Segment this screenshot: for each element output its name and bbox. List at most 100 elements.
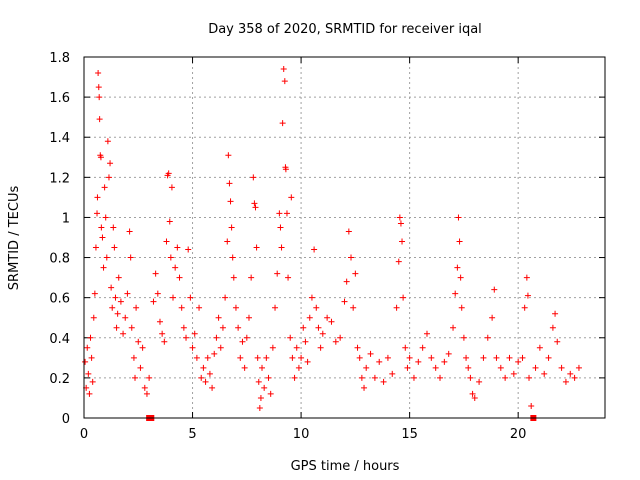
data-point — [358, 374, 365, 381]
data-point — [324, 314, 331, 321]
data-point — [252, 204, 259, 211]
data-point — [257, 394, 264, 401]
y-tick-label: 0.6 — [49, 292, 70, 307]
data-point — [141, 384, 148, 391]
data-point — [315, 324, 322, 331]
data-point — [526, 374, 533, 381]
data-point — [253, 244, 260, 251]
data-point — [298, 354, 305, 361]
data-point — [183, 334, 190, 341]
data-point — [282, 166, 289, 173]
data-point — [117, 298, 124, 305]
data-point — [96, 94, 103, 101]
data-point — [300, 324, 307, 331]
data-point — [287, 334, 294, 341]
data-point — [371, 374, 378, 381]
data-point — [150, 298, 157, 305]
tick-labels: 0 5 10 15 20 0 0.2 0.4 0.6 0.8 1 1.2 1.4 1.6 1.8 — [49, 51, 526, 442]
data-point — [313, 304, 320, 311]
data-point — [402, 344, 409, 351]
data-point — [92, 244, 99, 251]
data-point — [343, 278, 350, 285]
data-point — [248, 274, 255, 281]
data-point — [89, 378, 96, 385]
data-point — [469, 390, 476, 397]
data-point — [291, 374, 298, 381]
data-point — [225, 152, 232, 159]
data-point — [293, 344, 300, 351]
data-point — [532, 364, 539, 371]
data-point — [209, 384, 216, 391]
y-tick-label: 0.2 — [49, 372, 70, 387]
y-tick-label: 1.4 — [49, 131, 70, 146]
data-point — [276, 210, 283, 217]
data-point — [96, 116, 103, 123]
axis-ticks — [83, 56, 605, 419]
data-point — [163, 238, 170, 245]
data-point — [317, 344, 324, 351]
data-point — [114, 310, 121, 317]
data-point — [254, 354, 261, 361]
grid-lines — [84, 57, 605, 418]
data-point — [484, 334, 491, 341]
data-point — [545, 354, 552, 361]
y-axis-label: SRMTID / TECUs — [7, 186, 22, 291]
data-point — [87, 334, 94, 341]
data-point — [139, 344, 146, 351]
data-point — [267, 390, 274, 397]
data-point — [285, 274, 292, 281]
y-tick-label: 1.8 — [49, 51, 70, 66]
data-point — [198, 374, 205, 381]
data-point — [227, 198, 234, 205]
data-point — [521, 304, 528, 311]
data-point — [94, 210, 101, 217]
data-point — [465, 364, 472, 371]
data-point — [135, 338, 142, 345]
data-point — [289, 354, 296, 361]
data-point — [109, 304, 116, 311]
data-point — [108, 284, 115, 291]
x-axis-label: GPS time / hours — [291, 459, 400, 474]
data-point — [204, 354, 211, 361]
data-point — [328, 318, 335, 325]
data-point — [419, 344, 426, 351]
data-point — [554, 338, 561, 345]
data-point — [376, 358, 383, 365]
data-point — [558, 364, 565, 371]
data-point — [455, 214, 462, 221]
data-point — [456, 238, 463, 245]
data-point — [86, 390, 93, 397]
data-point — [219, 324, 226, 331]
data-point — [224, 238, 231, 245]
data-point — [159, 330, 166, 337]
data-point — [232, 304, 239, 311]
data-point — [519, 354, 526, 361]
data-point — [288, 194, 295, 201]
data-point — [367, 350, 374, 357]
data-point — [256, 404, 263, 411]
data-point — [94, 194, 101, 201]
data-point — [156, 318, 163, 325]
data-point — [237, 354, 244, 361]
data-point — [410, 374, 417, 381]
data-point — [180, 324, 187, 331]
data-point — [99, 234, 106, 241]
data-point — [363, 364, 370, 371]
data-point — [185, 246, 192, 253]
data-point — [113, 324, 120, 331]
data-point — [178, 304, 185, 311]
data-point — [82, 358, 89, 365]
data-point — [146, 374, 153, 381]
data-point — [399, 238, 406, 245]
data-point — [215, 314, 222, 321]
data-point — [510, 370, 517, 377]
y-tick-label: 1.2 — [49, 171, 70, 186]
data-point — [189, 344, 196, 351]
data-point — [380, 378, 387, 385]
data-point — [229, 254, 236, 261]
data-point — [166, 218, 173, 225]
y-tick-label: 0.8 — [49, 252, 70, 267]
data-point — [437, 374, 444, 381]
data-point — [170, 294, 177, 301]
